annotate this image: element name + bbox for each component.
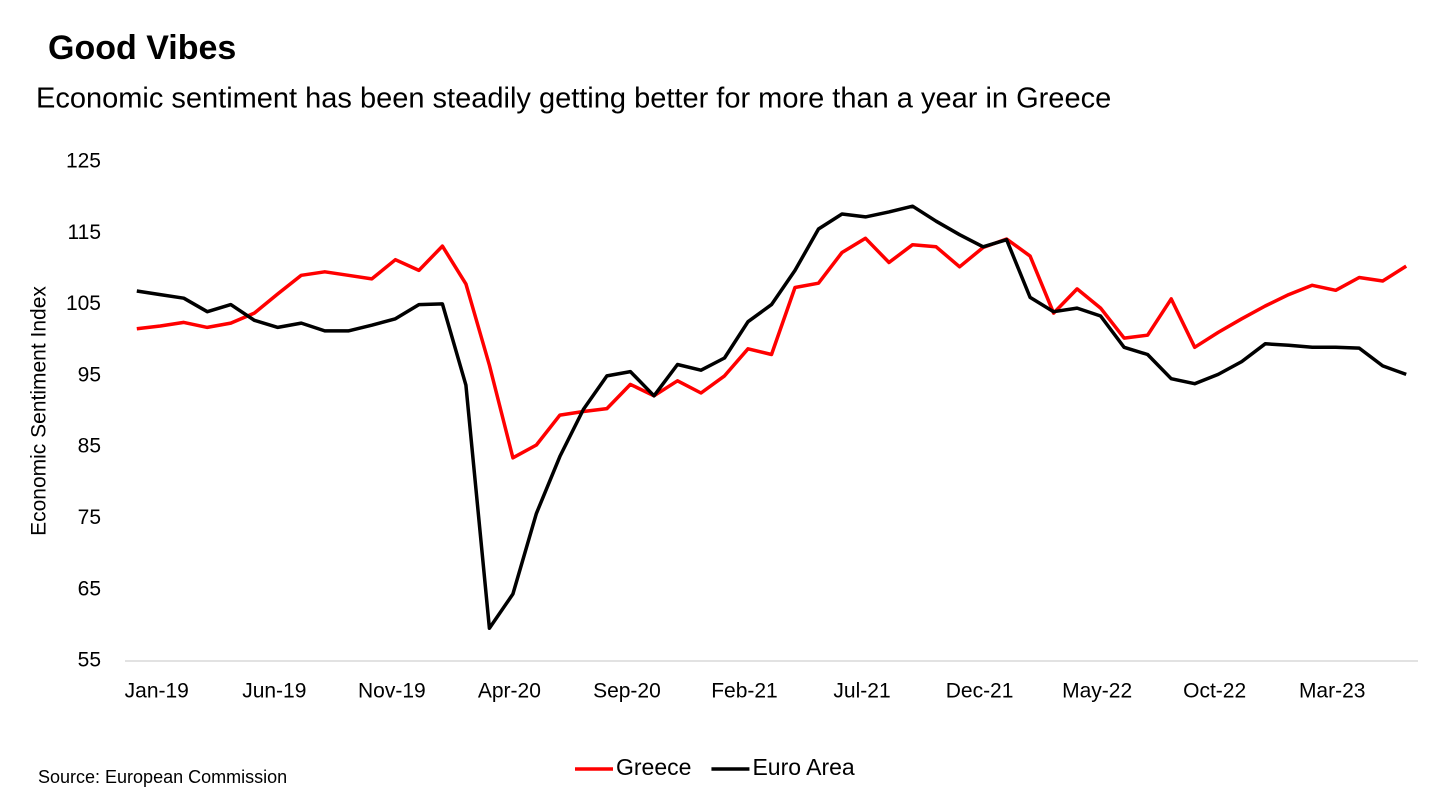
- x-tick-label: Sep-20: [593, 680, 661, 703]
- y-tick-label: 55: [78, 649, 101, 672]
- x-tick-label: Nov-19: [358, 680, 426, 703]
- line-series: [136, 204, 1407, 630]
- legend-label: Euro Area: [752, 754, 854, 780]
- y-tick-label: 85: [78, 435, 101, 458]
- x-tick-label: Jun-19: [242, 680, 306, 703]
- y-tick-label: 75: [78, 506, 101, 529]
- x-tick-label: Jan-19: [125, 680, 189, 703]
- x-tick-label: Mar-23: [1299, 680, 1366, 703]
- x-tick-label: Apr-20: [478, 680, 541, 703]
- y-tick-label: 105: [66, 292, 101, 315]
- y-tick-label: 95: [78, 363, 101, 386]
- source: Source: European Commission: [38, 767, 287, 787]
- x-tick-label: Dec-21: [946, 680, 1014, 703]
- x-tick-label: Feb-21: [711, 680, 778, 703]
- line-series: [136, 236, 1408, 460]
- chart-title: Good Vibes: [48, 29, 236, 67]
- y-tick-label: 125: [66, 150, 101, 173]
- x-tick-label: Jul-21: [833, 680, 890, 703]
- x-tick-label: Oct-22: [1183, 680, 1246, 703]
- y-tick-label: 65: [78, 577, 101, 600]
- chart-subtitle: Economic sentiment has been steadily get…: [36, 83, 1111, 115]
- x-tick-label: May-22: [1062, 680, 1132, 703]
- y-axis-label: Economic Sentiment Index: [28, 286, 51, 536]
- legend-label: Greece: [616, 754, 691, 780]
- y-tick-label: 115: [68, 221, 101, 244]
